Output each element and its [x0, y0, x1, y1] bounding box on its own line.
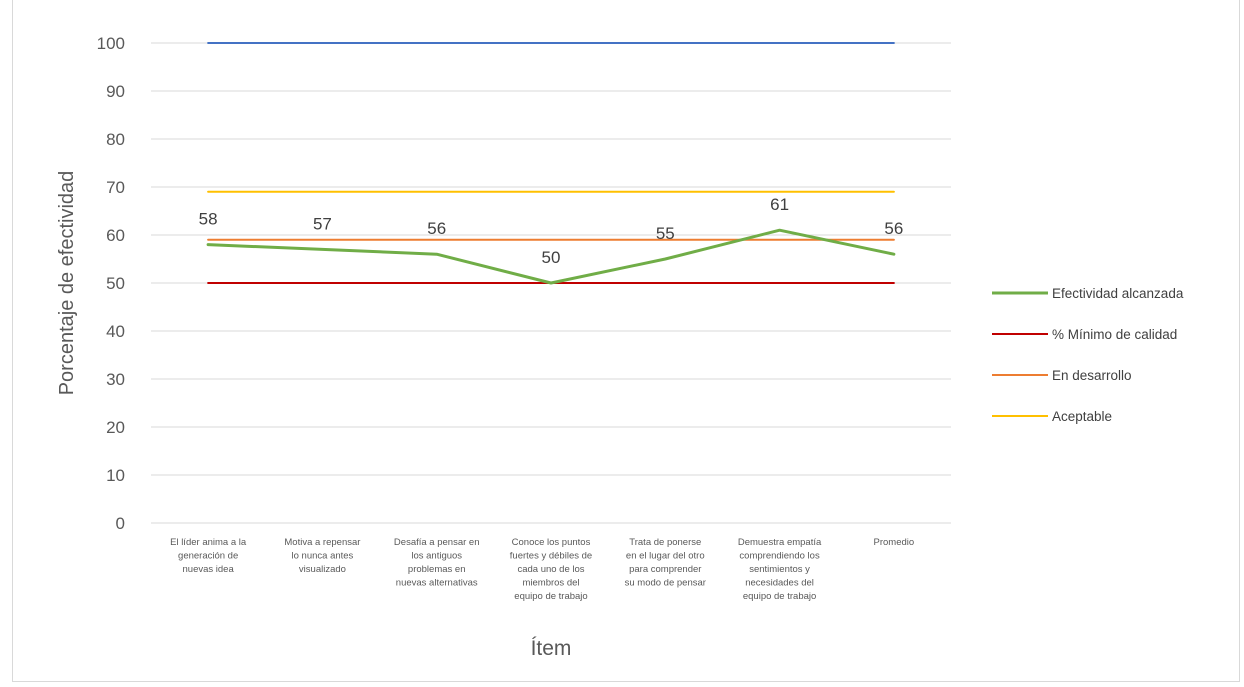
- x-tick-label: necesidades del: [745, 578, 814, 589]
- legend-label: En desarrollo: [1052, 368, 1132, 383]
- x-tick-label: en el lugar del otro: [626, 551, 705, 562]
- y-tick-label: 30: [106, 370, 125, 389]
- x-tick-label: generación de: [178, 551, 238, 562]
- y-tick-label: 70: [106, 178, 125, 197]
- data-label: 56: [884, 219, 903, 238]
- x-tick-label: equipo de trabajo: [743, 591, 816, 602]
- legend-label: Aceptable: [1052, 409, 1112, 424]
- x-tick-label: Demuestra empatía: [738, 537, 822, 548]
- y-tick-label: 0: [116, 514, 125, 533]
- x-tick-label: cada uno de los: [517, 564, 584, 575]
- series-line-0: [206, 228, 896, 285]
- y-tick-label: 100: [97, 34, 125, 53]
- data-label: 56: [427, 219, 446, 238]
- x-tick-label: problemas en: [408, 564, 466, 575]
- x-tick-label: fuertes y débiles de: [510, 551, 592, 562]
- y-tick-label: 60: [106, 226, 125, 245]
- x-tick-label: nuevas alternativas: [396, 578, 478, 589]
- x-tick-label: Promedio: [874, 537, 915, 548]
- y-tick-label: 90: [106, 82, 125, 101]
- x-tick-label: comprendiendo los: [739, 551, 820, 562]
- x-tick-label: nuevas idea: [183, 564, 235, 575]
- y-tick-label: 50: [106, 274, 125, 293]
- x-tick-label: lo nunca antes: [292, 551, 354, 562]
- legend-label: % Mínimo de calidad: [1052, 327, 1177, 342]
- line-chart: 0 10 20 30 40 50 60 70 80 90 100 El líder anima a l…: [56, 34, 1184, 660]
- x-axis-title: Ítem: [531, 637, 572, 660]
- x-tick-label: su modo de pensar: [625, 578, 706, 589]
- x-tick-label: equipo de trabajo: [514, 591, 587, 602]
- chart-frame: 0 10 20 30 40 50 60 70 80 90 100 El líder anima a l…: [12, 0, 1240, 682]
- y-tick-label: 20: [106, 418, 125, 437]
- x-tick-label: Motiva a repensar: [284, 537, 360, 548]
- data-label: 57: [313, 214, 332, 233]
- x-tick-label: Desafía a pensar en: [394, 537, 480, 548]
- x-tick-label: Trata de ponerse: [629, 537, 701, 548]
- data-label: 50: [542, 248, 561, 267]
- x-tick-label: los antiguos: [411, 551, 462, 562]
- x-tick-label: sentimientos y: [749, 564, 810, 575]
- data-label: 55: [656, 224, 675, 243]
- legend-label: Efectividad alcanzada: [1052, 286, 1184, 301]
- x-tick-label: El líder anima a la: [170, 537, 247, 548]
- y-tick-label: 80: [106, 130, 125, 149]
- y-tick-label: 40: [106, 322, 125, 341]
- data-label: 61: [770, 195, 789, 214]
- y-tick-label: 10: [106, 466, 125, 485]
- x-tick-label: para comprender: [629, 564, 701, 575]
- data-label: 58: [199, 210, 218, 229]
- x-tick-label: miembros del: [522, 578, 579, 589]
- y-axis-title: Porcentaje de efectividad: [56, 171, 78, 396]
- x-tick-label: visualizado: [299, 564, 346, 575]
- x-tick-label: Conoce los puntos: [512, 537, 591, 548]
